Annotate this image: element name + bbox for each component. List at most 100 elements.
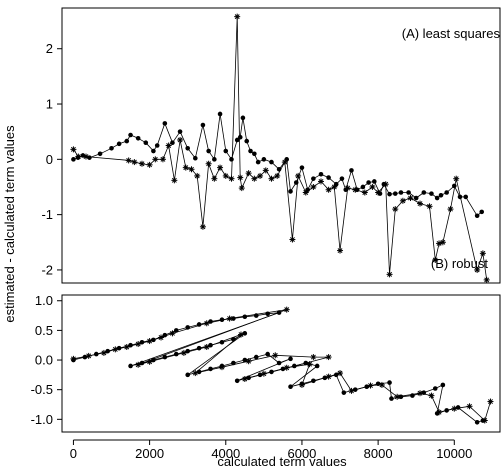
panel-b-series-asterisk-point: [203, 320, 210, 327]
panel-b-series-asterisk-point: [367, 382, 374, 389]
panel-a-series-asterisk-point: [386, 271, 393, 278]
panel-b-series-asterisk-point: [123, 343, 130, 350]
panel-a-series-dot-point: [237, 134, 243, 140]
panel-a-series-dot-point: [170, 140, 175, 146]
panel-a-series-asterisk-point: [310, 183, 317, 190]
panel-a-series-dot-point: [366, 180, 371, 185]
panel-b-y-tick-label: 0.5: [35, 323, 53, 338]
panel-b-series-asterisk-point: [100, 349, 107, 356]
panel-a-series-dot-point: [311, 176, 316, 181]
panel-b-series-asterisk-point: [325, 354, 332, 361]
panel-a-series-asterisk-point: [392, 206, 399, 213]
panel-b-series-dot-point: [253, 354, 259, 360]
panel-a-series-asterisk-point: [237, 174, 244, 181]
panel-a-series-asterisk-point: [426, 203, 433, 210]
panel-a-series-dot-point: [333, 181, 339, 187]
panel-a-series-asterisk-point: [407, 195, 414, 202]
panel-a-series-dot-point: [128, 132, 133, 138]
panel-a-series-asterisk-point: [325, 186, 332, 193]
panel-a-series-dot-point: [206, 148, 211, 154]
panel-b-y-tick-label: -1.0: [31, 412, 53, 427]
panel-b-series-dot-point: [432, 386, 438, 391]
panel-b-series-asterisk-point: [135, 361, 142, 368]
panel-a-series-dot-point: [143, 140, 149, 146]
panel-b-series-asterisk-point: [218, 364, 225, 371]
panel-a-series-asterisk-point: [317, 178, 324, 185]
panel-b-series-asterisk-point: [180, 349, 187, 356]
panel-a-series-dot-point: [217, 111, 223, 117]
panel-b-series-asterisk-point: [466, 403, 473, 410]
panel-a-series-asterisk-point: [217, 164, 224, 171]
panel-a-label: (A) least squares: [402, 26, 501, 41]
panel-a-series-dot-point: [360, 184, 366, 190]
panel-b-label: (B) robust: [431, 256, 488, 271]
panel-b-series-asterisk-point: [241, 376, 248, 383]
panel-a-series-dot-point: [151, 148, 156, 154]
panel-a-series-asterisk-point: [289, 236, 296, 243]
panel-a-series-dot-point: [109, 145, 114, 151]
panel-a-series-asterisk-point: [131, 159, 138, 166]
panel-a-series-asterisk-point: [211, 175, 218, 182]
panel-a-series-asterisk-point: [274, 172, 281, 179]
panel-b-series-asterisk-point: [394, 393, 401, 400]
panel-b-series-asterisk-point: [238, 331, 245, 338]
panel-a-series-asterisk-point: [453, 175, 460, 182]
panel-b-series-dot-line: [73, 312, 484, 423]
x-tick-label: 6000: [287, 446, 316, 461]
panel-a-series-dot-point: [349, 168, 354, 173]
panel-a-series-asterisk-point: [302, 189, 309, 196]
panel-b-series-asterisk-point: [85, 352, 92, 359]
panel-a-series-asterisk-point: [417, 200, 424, 207]
panel-a-series-asterisk-point: [447, 206, 454, 213]
panel-a-series-asterisk-point: [331, 183, 338, 190]
panel-b-series-dot-point: [276, 360, 282, 366]
panel-a-frame: [61, 7, 501, 284]
x-tick-label: 2000: [135, 446, 164, 461]
panel-a-series-dot-point: [438, 192, 444, 198]
panel-a-series-asterisk-point: [432, 256, 439, 263]
panel-a-series-asterisk-point: [257, 172, 264, 179]
panel-b-series-dot-point: [128, 363, 133, 369]
panel-b-series-asterisk-point: [192, 370, 199, 377]
panel-a-series-dot-point: [87, 155, 92, 160]
panel-a-series-dot-point: [71, 157, 76, 162]
panel-b-series-asterisk-point: [283, 306, 290, 313]
panel-b-series-asterisk-point: [226, 315, 233, 322]
panel-a-series-asterisk-point: [138, 160, 145, 167]
panel-a-series-dot-point: [421, 190, 427, 195]
panel-a-series-asterisk-point: [177, 136, 184, 143]
panel-b-series-asterisk-point: [325, 373, 332, 380]
panel-b-series-dot-point: [265, 351, 270, 357]
panel-a-series-dot-point: [299, 165, 305, 170]
panel-b-series-dot-point: [314, 363, 320, 369]
panel-a-series-dot-point: [252, 151, 257, 157]
panel-a-series-asterisk-point: [382, 181, 389, 188]
panel-b-series-asterisk-point: [337, 370, 344, 377]
panel-a-series-dot-point: [392, 191, 398, 196]
panel-a-series-dot-point: [413, 195, 419, 201]
panel-b-series-dot-point: [389, 396, 394, 401]
panel-b-series-asterisk-point: [451, 405, 458, 412]
panel-a-series-dot-point: [234, 137, 240, 143]
panel-a-series-asterisk-point: [205, 160, 212, 167]
panel-a-series-asterisk-point: [337, 247, 344, 254]
panel-a-series-dot-point: [193, 155, 198, 161]
panel-a-series-dot-point: [305, 187, 310, 193]
panel-a-y-tick-label: 1: [46, 97, 53, 112]
panel-a-series-asterisk-point: [361, 189, 368, 196]
panel-a-series-asterisk-point: [281, 159, 288, 166]
panel-a-series-asterisk-point: [171, 177, 178, 184]
panel-b-series-dot-point: [208, 366, 213, 372]
panel-a-series-asterisk-point: [82, 153, 89, 160]
panel-a-series-dot-point: [284, 157, 290, 162]
panel-b-series-asterisk-point: [260, 370, 267, 377]
panel-a-series-dot-point: [479, 209, 485, 215]
panel-b-series-asterisk-point: [203, 343, 210, 350]
panel-a-series-asterisk-point: [194, 172, 201, 179]
panel-a-series-dot-point: [200, 122, 206, 128]
panel-a-series-dot-point: [339, 176, 345, 181]
panel-a-series-asterisk-point: [188, 166, 195, 173]
panel-a-series-dot-point: [255, 159, 261, 165]
panel-b-series-asterisk-point: [146, 338, 153, 345]
panel-a-y-tick-label: 2: [46, 41, 53, 56]
